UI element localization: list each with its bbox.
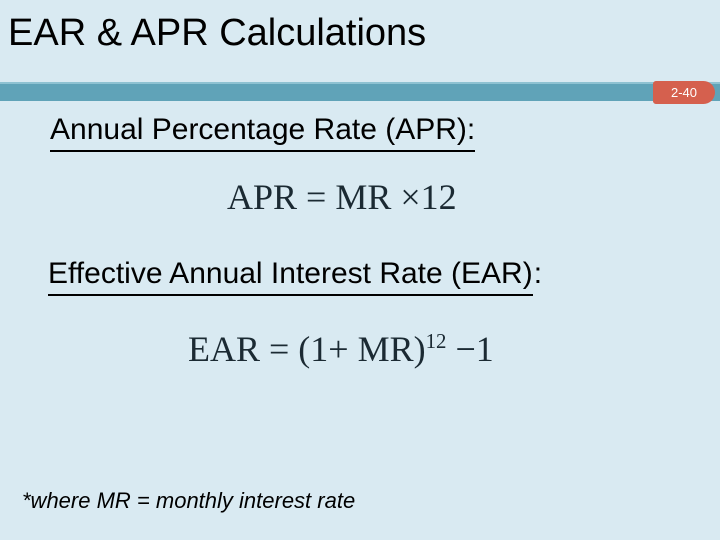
heading-ear-colon: : [533,257,543,290]
heading-ear: Effective Annual Interest Rate (EAR): [48,256,542,296]
ear-formula-exponent: 12 [425,329,447,353]
ear-formula-tail: −1 [446,329,494,369]
divider-bar: 2-40 [0,81,720,104]
page-number-badge: 2-40 [653,81,715,104]
heading-apr: Annual Percentage Rate (APR): [50,112,476,152]
ear-formula: EAR = (1+ MR)12 −1 [188,328,494,371]
apr-formula: APR = MR ×12 [227,176,457,219]
heading-ear-text: Effective Annual Interest Rate (EAR) [48,256,533,296]
heading-apr-text: Annual Percentage Rate (APR): [50,112,476,152]
ear-formula-base: EAR = (1+ MR) [188,329,426,369]
footnote: *where MR = monthly interest rate [22,488,356,513]
apr-formula-text: APR = MR ×12 [227,177,457,217]
slide-title: EAR & APR Calculations [8,12,427,54]
